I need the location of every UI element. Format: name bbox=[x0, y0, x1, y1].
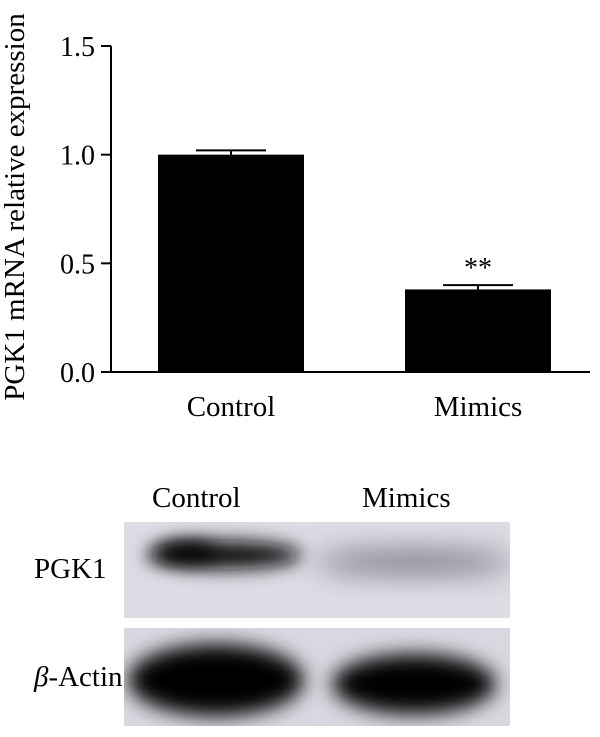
blot-lane-label-control: Control bbox=[152, 482, 241, 514]
bar-mimics bbox=[405, 289, 551, 372]
blot-row-label-actin: β-Actin bbox=[34, 661, 123, 694]
plot-area: 0.0 0.5 1.0 1.5 Control Mimics ** bbox=[60, 32, 590, 423]
actin-label-text: -Actin bbox=[48, 661, 123, 693]
significance-marker-0: ** bbox=[464, 253, 492, 284]
blot-strip-pgk1 bbox=[124, 522, 510, 618]
y-tick-label-3: 1.5 bbox=[60, 32, 95, 63]
beta-symbol: β bbox=[34, 661, 49, 693]
blot-lane-label-mimics: Mimics bbox=[362, 482, 451, 514]
blot-row-label-pgk1: PGK1 bbox=[34, 553, 107, 585]
blot-strip-actin bbox=[124, 628, 510, 726]
bar-control bbox=[158, 154, 304, 372]
y-axis-label: PGK1 mRNA relative expression bbox=[0, 13, 31, 401]
blot-band-actin-mimics bbox=[332, 654, 496, 714]
y-tick-label-0: 0.0 bbox=[60, 358, 95, 389]
blot-band-pgk1-control-core bbox=[156, 542, 216, 562]
y-tick-label-1: 0.5 bbox=[60, 249, 95, 280]
x-tick-label-control: Control bbox=[187, 391, 276, 423]
bar-chart: PGK1 mRNA relative expression 0.0 0.5 1.0 1… bbox=[0, 13, 590, 423]
x-tick-label-mimics: Mimics bbox=[434, 391, 523, 423]
blot-band-actin-control bbox=[128, 644, 304, 716]
blot-band-pgk1-mimics bbox=[314, 550, 510, 574]
y-tick-label-2: 1.0 bbox=[60, 141, 95, 172]
